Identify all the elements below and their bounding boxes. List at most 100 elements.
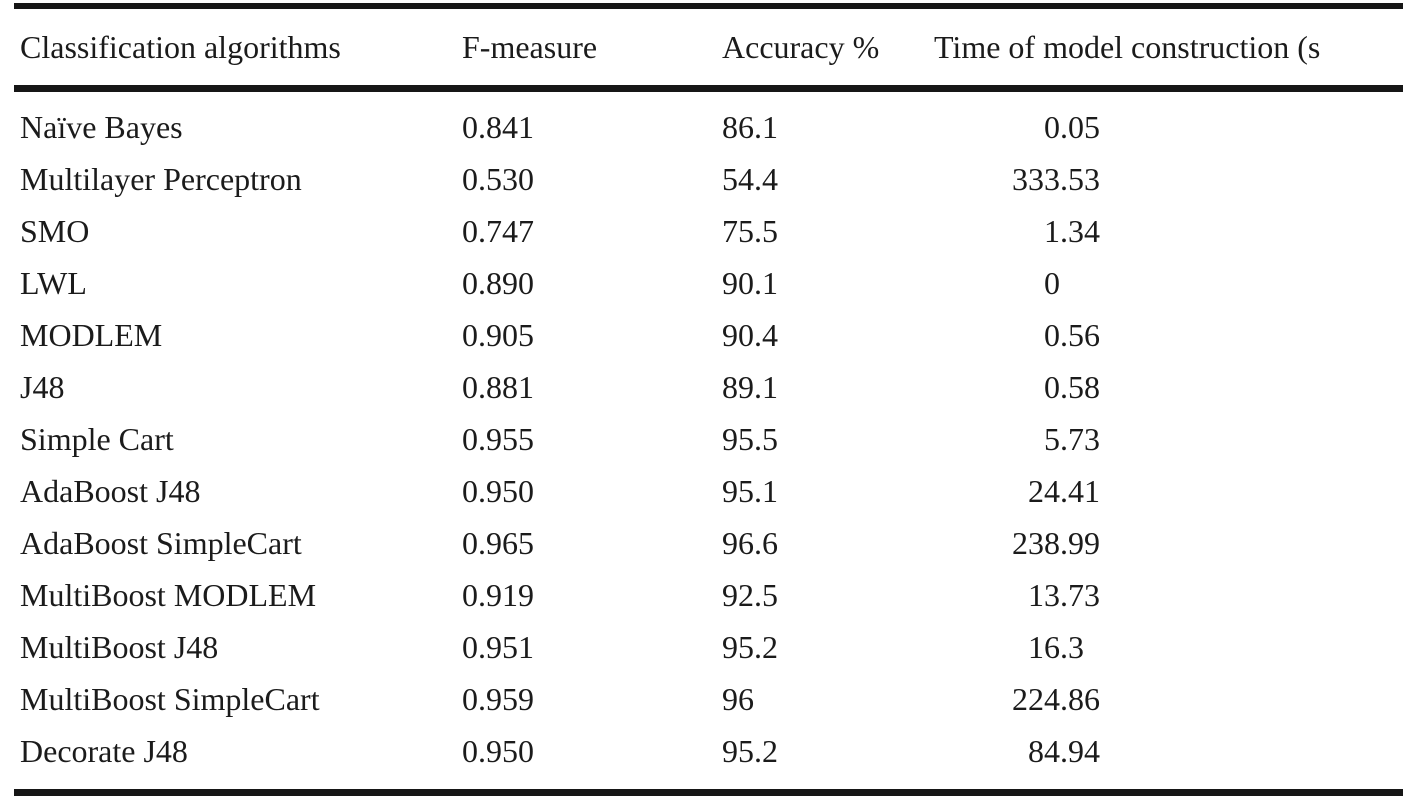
header-classification-algorithms: Classification algorithms xyxy=(20,28,341,65)
cell-time-integer: 1 xyxy=(1044,212,1060,249)
cell-accuracy: 95.5 xyxy=(722,420,778,457)
header-time-of-model-construction: Time of model construction (s xyxy=(934,28,1321,65)
table-row: SMO 0.747 75.5 1.34 xyxy=(0,205,1403,257)
table-row: AdaBoost J48 0.950 95.1 24.41 xyxy=(0,465,1403,517)
cell-accuracy: 96.6 xyxy=(722,524,778,561)
table-row: MultiBoost MODLEM 0.919 92.5 13.73 xyxy=(0,569,1403,621)
cell-algorithm: Simple Cart xyxy=(20,420,174,457)
cell-algorithm: Decorate J48 xyxy=(20,732,188,769)
cell-f-measure: 0.881 xyxy=(462,368,534,405)
cell-algorithm: MODLEM xyxy=(20,316,163,353)
cell-algorithm: AdaBoost J48 xyxy=(20,472,201,509)
cell-time: 238.99 xyxy=(934,525,1403,562)
cell-f-measure: 0.919 xyxy=(462,576,534,613)
cell-accuracy: 90.1 xyxy=(722,264,778,301)
cell-time: 0.56 xyxy=(934,317,1403,354)
cell-time-fraction: .05 xyxy=(1060,108,1100,145)
cell-f-measure: 0.747 xyxy=(462,212,534,249)
cell-f-measure: 0.955 xyxy=(462,420,534,457)
table-top-rule xyxy=(14,3,1403,9)
cell-time-integer: 0 xyxy=(1044,368,1060,405)
cell-algorithm: Naïve Bayes xyxy=(20,108,183,145)
cell-algorithm: MultiBoost MODLEM xyxy=(20,576,317,613)
table-row: MODLEM 0.905 90.4 0.56 xyxy=(0,309,1403,361)
cell-accuracy: 95.1 xyxy=(722,472,778,509)
cell-accuracy: 92.5 xyxy=(722,576,778,613)
cell-time-integer: 24 xyxy=(1028,472,1060,509)
cell-f-measure: 0.950 xyxy=(462,732,534,769)
cell-f-measure: 0.959 xyxy=(462,680,534,717)
table-row: MultiBoost SimpleCart 0.959 96 224.86 xyxy=(0,673,1403,725)
header-accuracy: Accuracy % xyxy=(722,28,880,65)
cell-f-measure: 0.951 xyxy=(462,628,534,665)
cell-time: 24.41 xyxy=(934,473,1403,510)
table-bottom-rule xyxy=(14,789,1403,796)
table-header-rule xyxy=(14,85,1403,92)
cell-time: 333.53 xyxy=(934,161,1403,198)
cell-f-measure: 0.950 xyxy=(462,472,534,509)
table-row: MultiBoost J48 0.951 95.2 16.3 xyxy=(0,621,1403,673)
cell-algorithm: MultiBoost J48 xyxy=(20,628,219,665)
cell-time: 16.3 xyxy=(934,629,1403,666)
cell-time-integer: 224 xyxy=(1012,680,1060,717)
cell-accuracy: 86.1 xyxy=(722,108,778,145)
cell-f-measure: 0.530 xyxy=(462,160,534,197)
table-row: J48 0.881 89.1 0.58 xyxy=(0,361,1403,413)
header-f-measure: F-measure xyxy=(462,28,598,65)
cell-algorithm: J48 xyxy=(20,368,65,405)
cell-time-integer: 0 xyxy=(1044,264,1060,301)
cell-time: 13.73 xyxy=(934,577,1403,614)
cell-time-fraction: .73 xyxy=(1060,420,1100,457)
cell-algorithm: SMO xyxy=(20,212,90,249)
table-row: Decorate J48 0.950 95.2 84.94 xyxy=(0,725,1403,777)
cell-accuracy: 54.4 xyxy=(722,160,778,197)
cell-time-integer: 333 xyxy=(1012,160,1060,197)
cell-accuracy: 75.5 xyxy=(722,212,778,249)
cell-time-integer: 16 xyxy=(1028,628,1060,665)
cell-time-fraction: .94 xyxy=(1060,732,1100,769)
table-row: Multilayer Perceptron 0.530 54.4 333.53 xyxy=(0,153,1403,205)
table-row: AdaBoost SimpleCart 0.965 96.6 238.99 xyxy=(0,517,1403,569)
cell-algorithm: MultiBoost SimpleCart xyxy=(20,680,320,717)
cell-time-fraction: .3 xyxy=(1060,628,1084,665)
cell-time-fraction: .99 xyxy=(1060,524,1100,561)
cell-time-fraction: .58 xyxy=(1060,368,1100,405)
table-row: LWL 0.890 90.1 0 xyxy=(0,257,1403,309)
cell-time: 84.94 xyxy=(934,733,1403,770)
cell-algorithm: Multilayer Perceptron xyxy=(20,160,302,197)
cell-time-fraction: .41 xyxy=(1060,472,1100,509)
cell-time-fraction: .34 xyxy=(1060,212,1100,249)
cell-time-integer: 0 xyxy=(1044,108,1060,145)
cell-time-fraction: .73 xyxy=(1060,576,1100,613)
cell-f-measure: 0.890 xyxy=(462,264,534,301)
cell-time-integer: 238 xyxy=(1012,524,1060,561)
cell-time: 224.86 xyxy=(934,681,1403,718)
cell-time-integer: 84 xyxy=(1028,732,1060,769)
cell-f-measure: 0.841 xyxy=(462,108,534,145)
cell-accuracy: 90.4 xyxy=(722,316,778,353)
cell-accuracy: 95.2 xyxy=(722,628,778,665)
table-row: Simple Cart 0.955 95.5 5.73 xyxy=(0,413,1403,465)
cell-algorithm: LWL xyxy=(20,264,87,301)
cell-time-integer: 5 xyxy=(1044,420,1060,457)
cell-time: 5.73 xyxy=(934,421,1403,458)
cell-accuracy: 89.1 xyxy=(722,368,778,405)
cell-accuracy: 95.2 xyxy=(722,732,778,769)
cell-time-fraction: .53 xyxy=(1060,160,1100,197)
cell-time: 0.58 xyxy=(934,369,1403,406)
cell-f-measure: 0.905 xyxy=(462,316,534,353)
cell-time: 1.34 xyxy=(934,213,1403,250)
table-header-row: Classification algorithms F-measure Accu… xyxy=(0,9,1403,85)
cell-time-fraction: .86 xyxy=(1060,680,1100,717)
cell-time-integer: 0 xyxy=(1044,316,1060,353)
cell-f-measure: 0.965 xyxy=(462,524,534,561)
cell-time-fraction: .56 xyxy=(1060,316,1100,353)
table-row: Naïve Bayes 0.841 86.1 0.05 xyxy=(0,101,1403,153)
cell-time: 0 xyxy=(934,265,1403,302)
cell-accuracy: 96 xyxy=(722,680,754,717)
cell-time: 0.05 xyxy=(934,109,1403,146)
cell-time-integer: 13 xyxy=(1028,576,1060,613)
cell-algorithm: AdaBoost SimpleCart xyxy=(20,524,302,561)
table-body: Naïve Bayes 0.841 86.1 0.05 Multilayer P… xyxy=(0,101,1403,777)
